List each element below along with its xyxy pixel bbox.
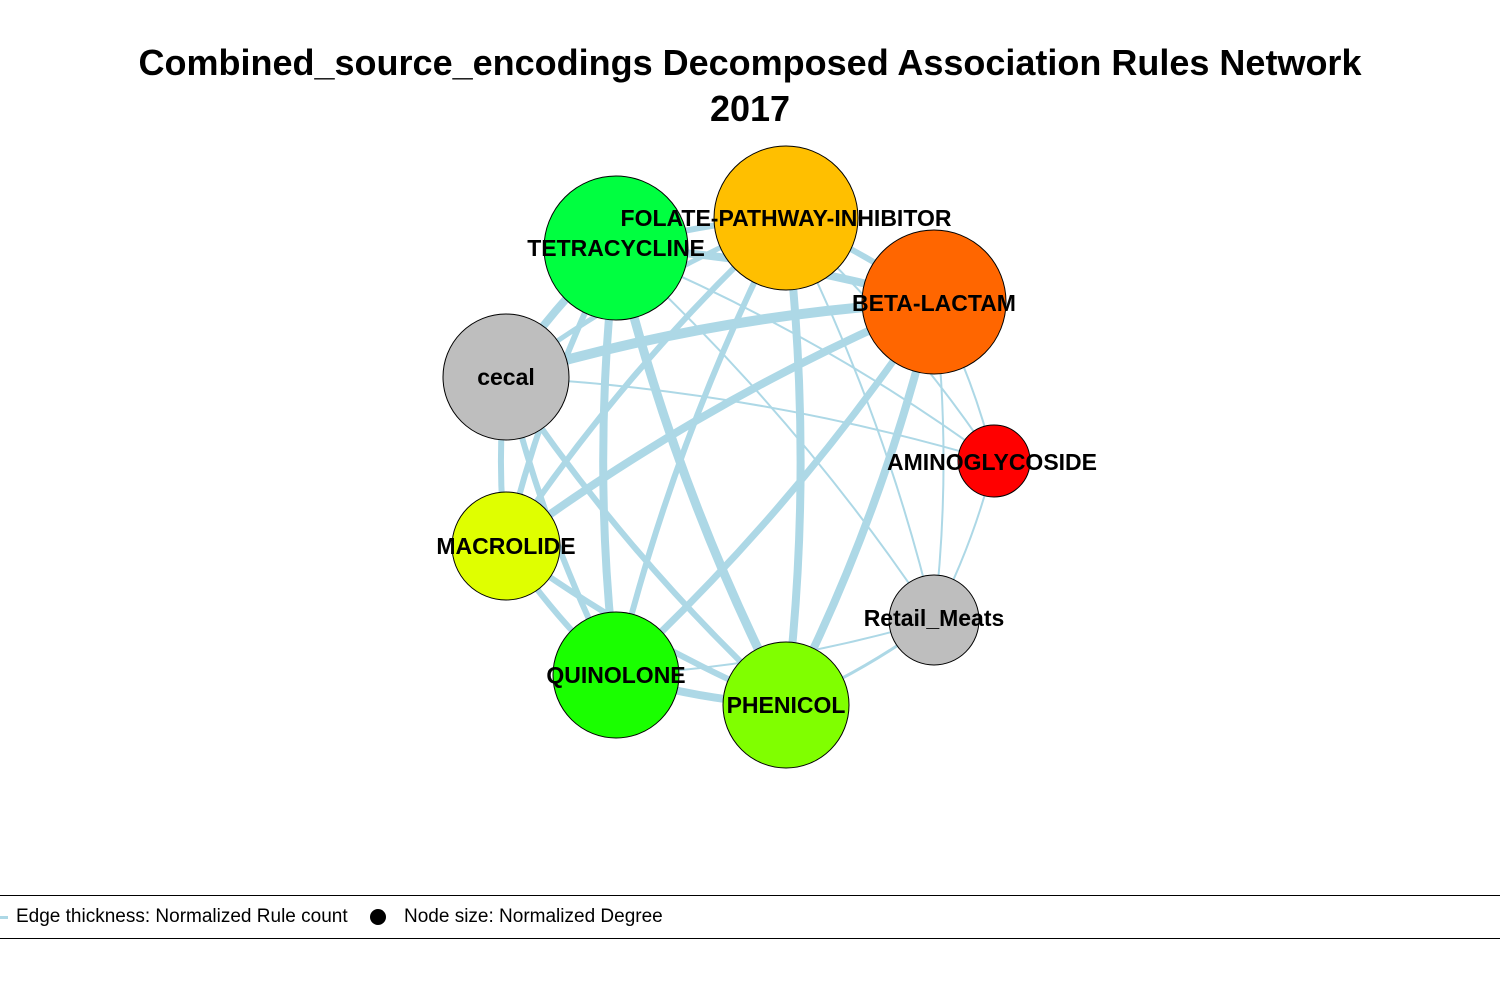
edge-swatch-icon [0,915,8,919]
node-tetracycline [543,175,689,321]
legend: Edge thickness: Normalized Rule count No… [0,895,1500,939]
node-cecal [442,313,570,441]
node-macrolide [451,491,561,601]
node-retail-meats [888,574,980,666]
node-folate-pathway-inhibitor [713,145,859,291]
chart-title-line1: Combined_source_encodings Decomposed Ass… [138,42,1362,83]
node-swatch-icon [370,909,386,925]
chart-title: Combined_source_encodings Decomposed Ass… [0,40,1500,132]
edge-cecal-aminoglycoside [505,376,995,462]
node-aminoglycoside [957,424,1031,498]
legend-edge-item: Edge thickness: Normalized Rule count [0,896,348,938]
legend-node-label: Node size: Normalized Degree [404,906,663,927]
legend-node-item: Node size: Normalized Degree [370,896,663,938]
node-label-retail-meats: Retail_Meats [864,605,1005,631]
node-label-folate-pathway-inhibitor: FOLATE-PATHWAY-INHIBITOR [621,205,952,231]
node-beta-lactam [861,229,1007,375]
labels-layer: FOLATE-PATHWAY-INHIBITOR BETA-LACTAM AMINO… [436,205,1097,718]
node-phenicol [722,641,850,769]
node-label-tetracycline: TETRACYCLINE [527,235,705,261]
node-quinolone [552,611,680,739]
node-label-phenicol: PHENICOL [727,692,846,718]
node-label-cecal: cecal [477,364,535,390]
network-diagram: FOLATE-PATHWAY-INHIBITOR BETA-LACTAM AMINO… [436,145,1097,769]
node-label-macrolide: MACROLIDE [436,533,575,559]
edge-folate-pathway-inhibitor-phenicol [782,214,805,709]
legend-edge-label: Edge thickness: Normalized Rule count [16,906,348,927]
node-label-quinolone: QUINOLONE [546,662,685,688]
chart-title-line2: 2017 [709,88,791,129]
nodes-layer [442,145,1031,769]
node-label-aminoglycoside: AMINOGLYCOSIDE [887,449,1097,475]
node-label-beta-lactam: BETA-LACTAM [852,290,1016,316]
